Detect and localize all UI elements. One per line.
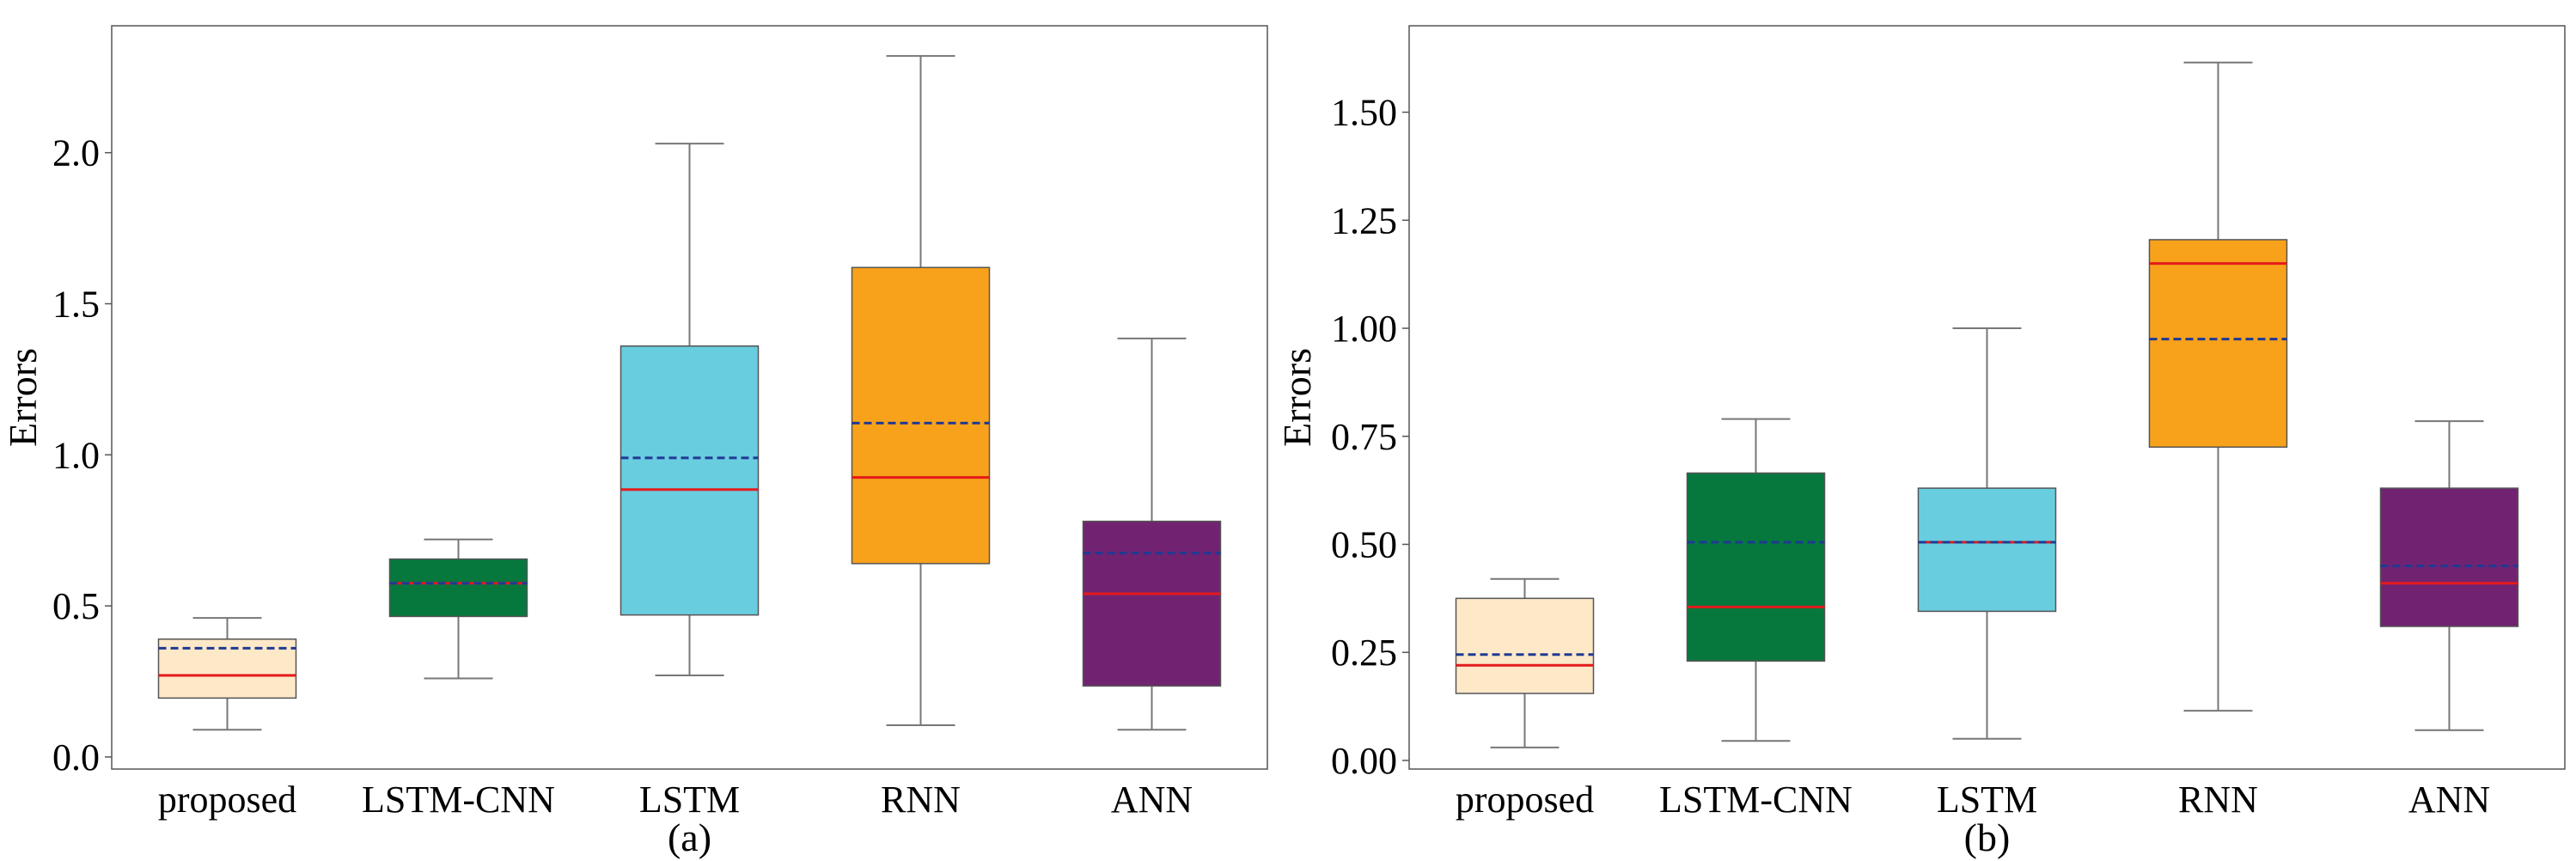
y-tick-label: 0.75 [1331, 416, 1397, 458]
x-tick-label: ANN [1111, 779, 1193, 821]
plot-frame [1408, 25, 2566, 770]
box-body [1455, 597, 1595, 694]
x-tick-label: RNN [881, 779, 961, 821]
plot-frame [111, 25, 1268, 770]
x-tick-label: proposed [158, 779, 296, 821]
box-body [388, 558, 528, 618]
box-body [1082, 520, 1222, 687]
chart-a: 0.0 0.5 1.0 1.5 2.0 Errors proposed LSTM-CNN LST… [1, 25, 1268, 859]
chart-caption: (b) [1964, 815, 2011, 859]
chart-caption: (a) [668, 815, 711, 859]
box-body [157, 638, 297, 699]
box-lstm-cnn [388, 538, 528, 680]
x-tick-label: LSTM [639, 779, 740, 821]
y-tick-label: 0.50 [1331, 523, 1397, 565]
y-axis-label: Errors [1275, 348, 1319, 447]
y-tick-label: 1.5 [52, 283, 100, 325]
box-body [620, 345, 760, 616]
x-tick-label: proposed [1456, 779, 1594, 821]
box-rnn [851, 55, 991, 727]
y-tick-label: 1.50 [1331, 92, 1397, 134]
box-proposed [1455, 577, 1595, 748]
y-tick-label: 1.00 [1331, 308, 1397, 350]
x-tick-label: LSTM [1937, 779, 2037, 821]
y-axis-label: Errors [1, 348, 45, 447]
box-lstm-cnn [1686, 418, 1826, 742]
y-tick-label: 2.0 [52, 132, 100, 174]
box-body [1917, 487, 2057, 613]
chart-b: 0.00 0.25 0.50 0.75 1.00 1.25 1.50 Errors propos… [1275, 25, 2566, 859]
y-tick-label: 1.0 [52, 434, 100, 476]
box-body [1686, 472, 1826, 663]
box-rnn [2148, 61, 2288, 712]
x-tick-label: LSTM-CNN [1659, 779, 1853, 821]
box-proposed [157, 617, 297, 731]
y-tick-label: 1.25 [1331, 199, 1397, 241]
x-tick-label: ANN [2408, 779, 2490, 821]
y-tick-label: 0.5 [52, 585, 100, 627]
box-ann [1082, 337, 1222, 731]
x-tick-label: RNN [2178, 779, 2258, 821]
box-lstm [1917, 327, 2057, 740]
box-body [851, 266, 991, 565]
y-tick-label: 0.00 [1331, 740, 1397, 782]
box-body [2148, 239, 2288, 449]
box-body [2379, 487, 2519, 627]
y-tick-label: 0.0 [52, 736, 100, 779]
y-tick-label: 0.25 [1331, 632, 1397, 674]
x-tick-label: LSTM-CNN [362, 779, 555, 821]
box-ann [2379, 420, 2519, 731]
box-lstm [620, 143, 760, 676]
